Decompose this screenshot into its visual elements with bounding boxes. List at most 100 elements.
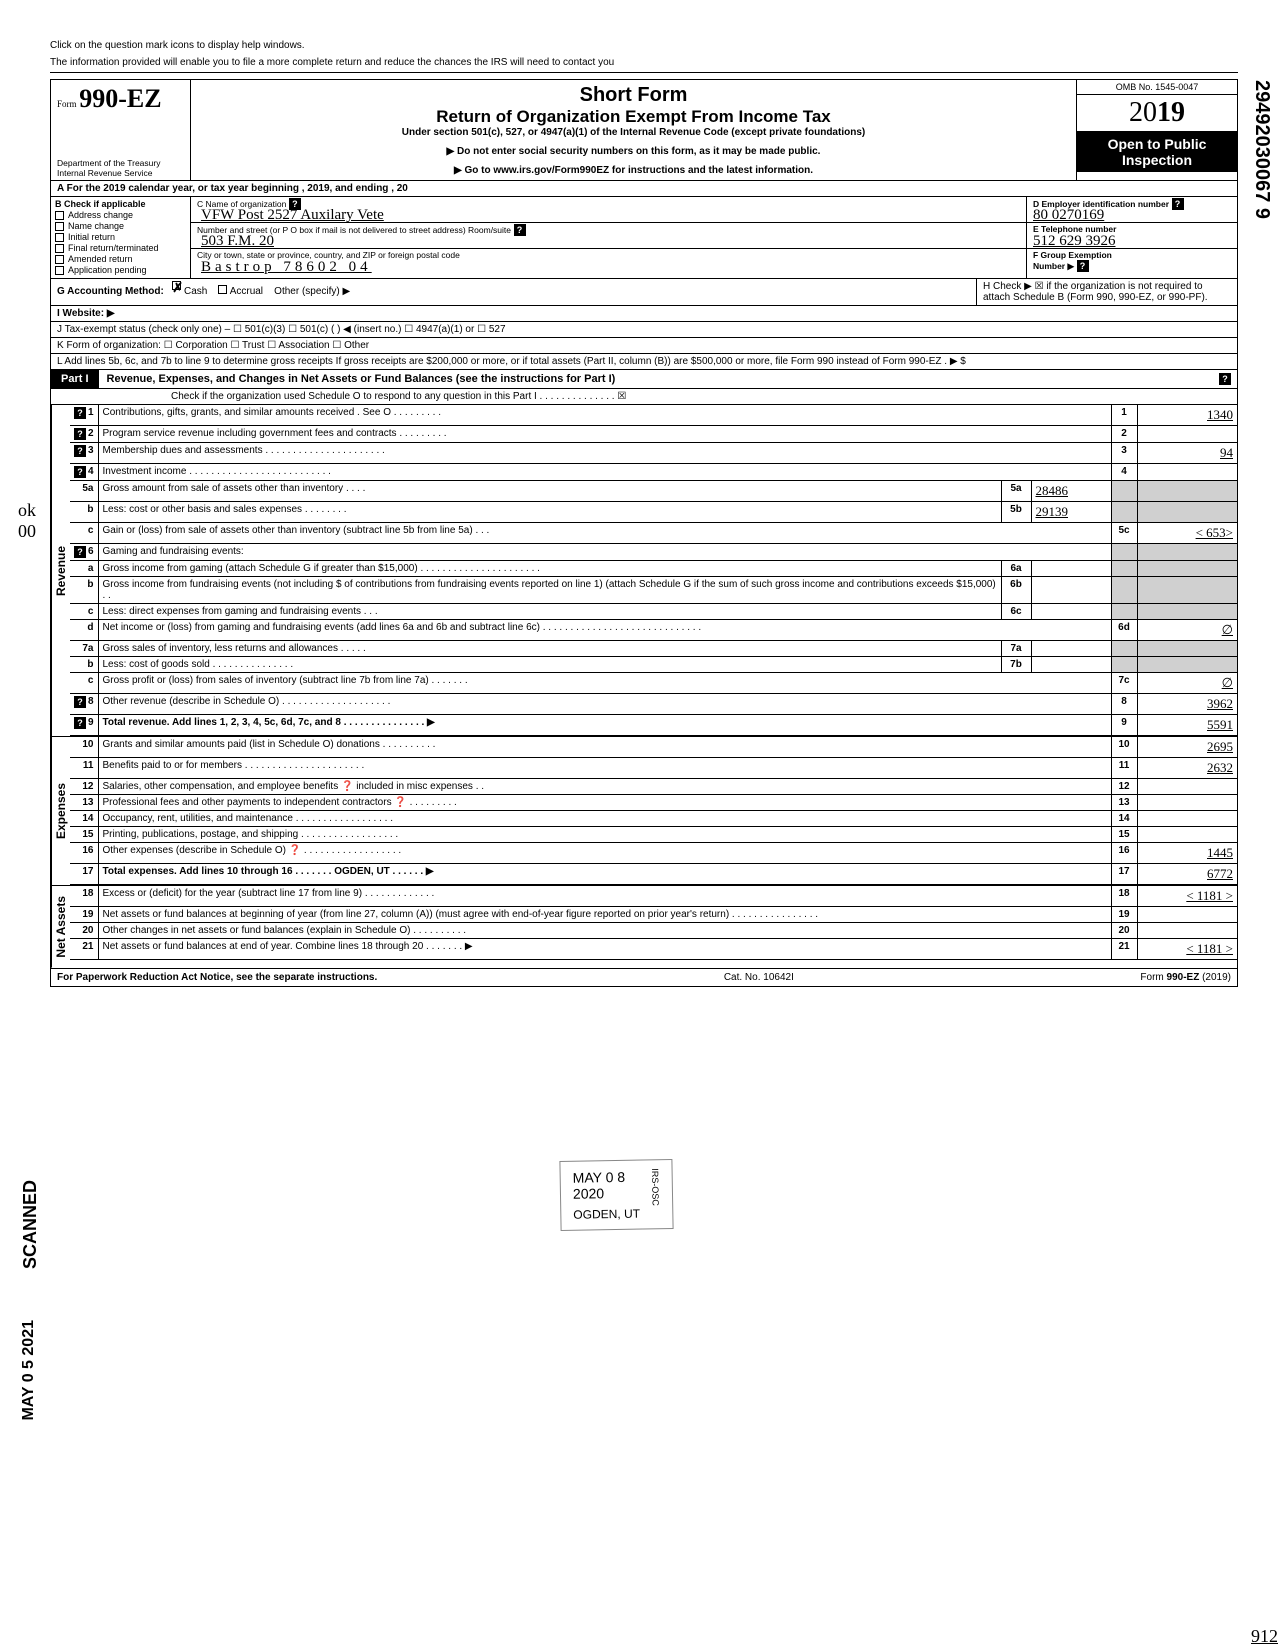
line-item: 16Other expenses (describe in Schedule O…: [70, 843, 1237, 864]
right-line-value: 2695: [1137, 737, 1237, 758]
line-number: 14: [70, 811, 98, 827]
right-line-value: [1137, 827, 1237, 843]
line-gh: G Accounting Method: Cash Accrual Other …: [51, 279, 1237, 306]
right-line-number: 11: [1111, 758, 1137, 779]
right-line-value: 1340: [1137, 405, 1237, 426]
footer-mid: Cat. No. 10642I: [724, 972, 794, 983]
line-desc: Net assets or fund balances at beginning…: [98, 907, 1111, 923]
line-desc: Less: direct expenses from gaming and fu…: [98, 604, 1001, 620]
help-icon[interactable]: ?: [1172, 198, 1184, 210]
date-stamp-margin: MAY 0 5 2021: [20, 1320, 38, 1421]
line-item: ?9Total revenue. Add lines 1, 2, 3, 4, 5…: [70, 715, 1237, 736]
line-number: 17: [70, 864, 98, 885]
line-desc: Gross amount from sale of assets other t…: [98, 481, 1001, 502]
checkbox[interactable]: [55, 266, 64, 275]
check-item: Name change: [55, 221, 186, 231]
line-number: ?8: [70, 694, 98, 715]
footer-left: For Paperwork Reduction Act Notice, see …: [57, 972, 377, 983]
line-item: ?2Program service revenue including gove…: [70, 426, 1237, 443]
line-item: ?1Contributions, gifts, grants, and simi…: [70, 405, 1237, 426]
line-item: aGross income from gaming (attach Schedu…: [70, 561, 1237, 577]
phone-handwritten: 512 629 3926: [1033, 233, 1116, 250]
arrow-note-2: ▶ Go to www.irs.gov/Form990EZ for instru…: [201, 165, 1066, 176]
line-desc: Net assets or fund balances at end of ye…: [98, 939, 1111, 960]
help-icon[interactable]: ?: [1077, 260, 1089, 272]
checkbox[interactable]: [55, 211, 64, 220]
line-item: ?8Other revenue (describe in Schedule O)…: [70, 694, 1237, 715]
col-b-checkboxes: B Check if applicable Address changeName…: [51, 197, 191, 278]
line-number: 16: [70, 843, 98, 864]
line-number: 20: [70, 923, 98, 939]
mid-line-value: [1031, 577, 1111, 604]
right-line-value: [1137, 923, 1237, 939]
line-item: 10Grants and similar amounts paid (list …: [70, 737, 1237, 758]
mid-line-value: [1031, 604, 1111, 620]
line-desc: Professional fees and other payments to …: [98, 795, 1111, 811]
help-icon[interactable]: ?: [1219, 373, 1231, 385]
line-number: ?9: [70, 715, 98, 736]
right-line-value: 6772: [1137, 864, 1237, 885]
line-desc: Less: cost of goods sold . . . . . . . .…: [98, 657, 1001, 673]
right-line-value: < 653>: [1137, 523, 1237, 544]
right-line-number: 9: [1111, 715, 1137, 736]
line-number: ?6: [70, 544, 98, 561]
right-line-number: 19: [1111, 907, 1137, 923]
footer-right: Form 990-EZ (2019): [1140, 972, 1231, 983]
right-line-number: 21: [1111, 939, 1137, 960]
right-val-grey: [1137, 657, 1237, 673]
checkbox[interactable]: [55, 233, 64, 242]
arrow-note-1: ▶ Do not enter social security numbers o…: [201, 146, 1066, 157]
right-line-value: [1137, 426, 1237, 443]
right-line-number: 13: [1111, 795, 1137, 811]
line-desc: Other expenses (describe in Schedule O) …: [98, 843, 1111, 864]
line-desc: Membership dues and assessments . . . . …: [98, 443, 1111, 464]
mid-line-value: [1031, 561, 1111, 577]
line-item: bLess: cost or other basis and sales exp…: [70, 502, 1237, 523]
checkbox[interactable]: [55, 244, 64, 253]
right-val-grey: [1137, 604, 1237, 620]
line-number: c: [70, 523, 98, 544]
line-number: b: [70, 577, 98, 604]
right-num-grey: [1111, 481, 1137, 502]
line-number: ?1: [70, 405, 98, 426]
accrual-checkbox[interactable]: [218, 285, 227, 294]
line-item: bLess: cost of goods sold . . . . . . . …: [70, 657, 1237, 673]
netassets-table: 18Excess or (deficit) for the year (subt…: [70, 886, 1237, 960]
line-a: A For the 2019 calendar year, or tax yea…: [51, 181, 1237, 197]
line-desc: Salaries, other compensation, and employ…: [98, 779, 1111, 795]
section-bcdef: B Check if applicable Address changeName…: [51, 197, 1237, 279]
right-line-number: 10: [1111, 737, 1137, 758]
line-number: 7a: [70, 641, 98, 657]
mid-line-value: 28486: [1031, 481, 1111, 502]
line-desc: Gross income from fundraising events (no…: [98, 577, 1001, 604]
right-val-grey: [1137, 544, 1237, 561]
line-desc: Investment income . . . . . . . . . . . …: [98, 464, 1111, 481]
right-line-value: [1137, 907, 1237, 923]
right-line-number: 20: [1111, 923, 1137, 939]
line-number: a: [70, 561, 98, 577]
intro-text-1: Click on the question mark icons to disp…: [50, 40, 1238, 51]
right-num-grey: [1111, 641, 1137, 657]
line-item: 21Net assets or fund balances at end of …: [70, 939, 1237, 960]
line-number: d: [70, 620, 98, 641]
line-item: dNet income or (loss) from gaming and fu…: [70, 620, 1237, 641]
line-number: b: [70, 502, 98, 523]
form-word: Form: [57, 99, 77, 109]
handwritten-margin-note: ok 00: [18, 500, 36, 542]
checkbox[interactable]: [55, 255, 64, 264]
line-item: 19Net assets or fund balances at beginni…: [70, 907, 1237, 923]
expenses-label: Expenses: [51, 737, 70, 885]
document-id-number: 29492030067 9: [1250, 80, 1273, 219]
line-number: b: [70, 657, 98, 673]
line-desc: Contributions, gifts, grants, and simila…: [98, 405, 1111, 426]
ein-handwritten: 80 0270169: [1033, 207, 1104, 224]
line-item: 17Total expenses. Add lines 10 through 1…: [70, 864, 1237, 885]
revenue-table: ?1Contributions, gifts, grants, and simi…: [70, 405, 1237, 736]
right-line-value: [1137, 795, 1237, 811]
checkbox[interactable]: [55, 222, 64, 231]
line-number: 13: [70, 795, 98, 811]
help-icon[interactable]: ?: [514, 224, 526, 236]
cash-checkbox[interactable]: [172, 281, 181, 290]
mid-line-number: 7a: [1001, 641, 1031, 657]
right-num-grey: [1111, 544, 1137, 561]
